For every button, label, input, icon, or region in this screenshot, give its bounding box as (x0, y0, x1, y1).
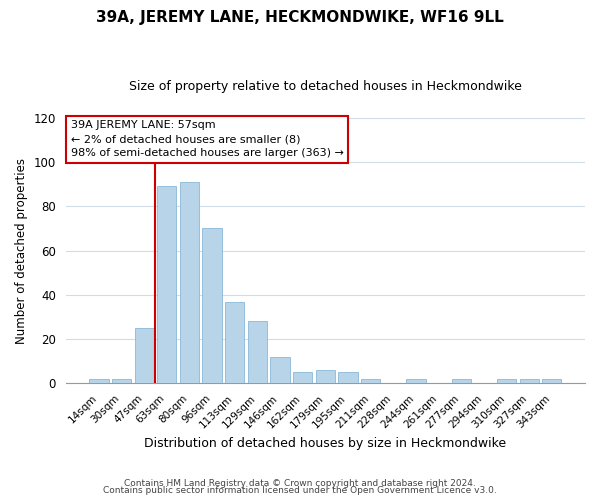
Text: Contains HM Land Registry data © Crown copyright and database right 2024.: Contains HM Land Registry data © Crown c… (124, 478, 476, 488)
Bar (157, 186, 176, 384)
Bar (361, 379, 380, 384)
X-axis label: Distribution of detached houses by size in Heckmondwike: Distribution of detached houses by size … (144, 437, 506, 450)
Bar (338, 372, 358, 384)
Bar (316, 370, 335, 384)
Bar (271, 357, 290, 384)
Bar (180, 182, 199, 384)
Text: 39A JEREMY LANE: 57sqm
← 2% of detached houses are smaller (8)
98% of semi-detac: 39A JEREMY LANE: 57sqm ← 2% of detached … (71, 120, 344, 158)
Bar (225, 302, 244, 384)
Bar (248, 322, 267, 384)
Title: Size of property relative to detached houses in Heckmondwike: Size of property relative to detached ho… (129, 80, 522, 93)
Bar (542, 379, 562, 384)
Y-axis label: Number of detached properties: Number of detached properties (15, 158, 28, 344)
Bar (452, 379, 471, 384)
Bar (497, 379, 516, 384)
Bar (134, 328, 154, 384)
Bar (520, 379, 539, 384)
Bar (202, 228, 222, 384)
Text: 39A, JEREMY LANE, HECKMONDWIKE, WF16 9LL: 39A, JEREMY LANE, HECKMONDWIKE, WF16 9LL (96, 10, 504, 25)
Text: Contains public sector information licensed under the Open Government Licence v3: Contains public sector information licen… (103, 486, 497, 495)
Bar (293, 372, 313, 384)
Bar (89, 379, 109, 384)
Bar (112, 379, 131, 384)
Bar (406, 379, 425, 384)
